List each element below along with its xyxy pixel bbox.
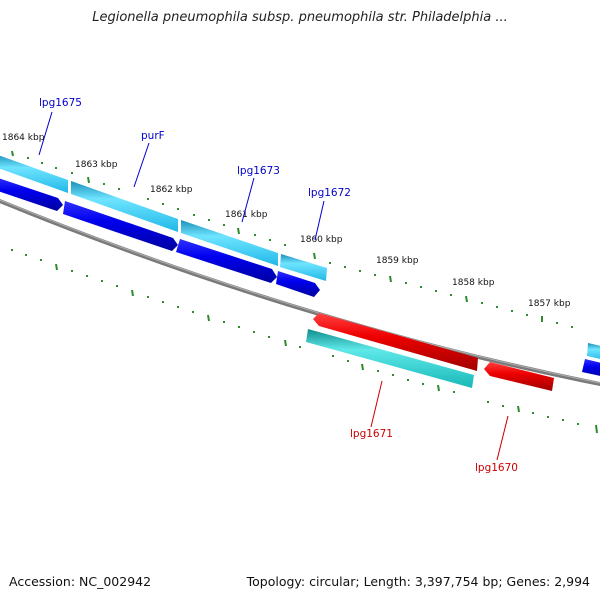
gene-label-lpg1673[interactable]: lpg1673 — [237, 165, 280, 177]
gene-purF-arrow[interactable] — [63, 201, 178, 251]
upper-tick-ring — [11, 150, 573, 328]
kbp-scale-labels: 1864 kbp 1863 kbp 1862 kbp 1861 kbp 1860… — [2, 133, 571, 309]
accession-text: Accession: NC_002942 — [9, 574, 152, 589]
map-title: Legionella pneumophila subsp. pneumophil… — [92, 10, 508, 25]
gene-label-lpg1671[interactable]: lpg1671 — [350, 428, 393, 440]
gene-right-edge-arrow[interactable] — [582, 359, 600, 378]
kbp-label: 1859 kbp — [376, 256, 419, 266]
kbp-label: 1862 kbp — [150, 185, 193, 195]
cds-lpg1671-bar[interactable] — [306, 329, 474, 388]
gene-lpg1671-arrow[interactable] — [313, 313, 478, 371]
kbp-label: 1861 kbp — [225, 210, 268, 220]
kbp-label: 1857 kbp — [528, 299, 571, 309]
kbp-label: 1858 kbp — [452, 278, 495, 288]
forward-gene-track — [0, 177, 600, 378]
gene-lpg1672-arrow[interactable] — [276, 271, 320, 297]
gene-lpg1670-arrow[interactable] — [484, 362, 554, 391]
forward-cds-track — [0, 154, 600, 361]
gene-label-lpg1670[interactable]: lpg1670 — [475, 462, 518, 474]
cds-lpg1672-bar[interactable] — [280, 254, 327, 281]
cds-purF-bar[interactable] — [71, 181, 178, 232]
gene-lpg1675-arrow[interactable] — [0, 177, 63, 211]
gene-label-lpg1672[interactable]: lpg1672 — [308, 187, 351, 199]
reverse-gene-track — [313, 313, 554, 391]
label-leaders — [38, 111, 509, 461]
kbp-label: 1860 kbp — [300, 235, 343, 245]
reverse-cds-track — [306, 329, 474, 388]
backbone-line — [0, 198, 600, 387]
gene-label-purF[interactable]: purF — [141, 130, 165, 142]
cds-lpg1675-bar[interactable] — [0, 154, 68, 193]
cds-lpg1673-bar[interactable] — [181, 220, 278, 266]
lower-tick-ring — [11, 249, 598, 434]
genome-stats-text: Topology: circular; Length: 3,397,754 bp… — [246, 574, 590, 589]
cds-right-edge-bar[interactable] — [587, 343, 600, 361]
backbone-highlight — [0, 199, 600, 384]
kbp-label: 1863 kbp — [75, 160, 118, 170]
gene-lpg1673-arrow[interactable] — [176, 239, 277, 283]
kbp-label: 1864 kbp — [2, 133, 45, 143]
gene-labels: lpg1675 purF lpg1673 lpg1672 lpg1671 lpg… — [39, 97, 518, 474]
gene-label-lpg1675[interactable]: lpg1675 — [39, 97, 82, 109]
